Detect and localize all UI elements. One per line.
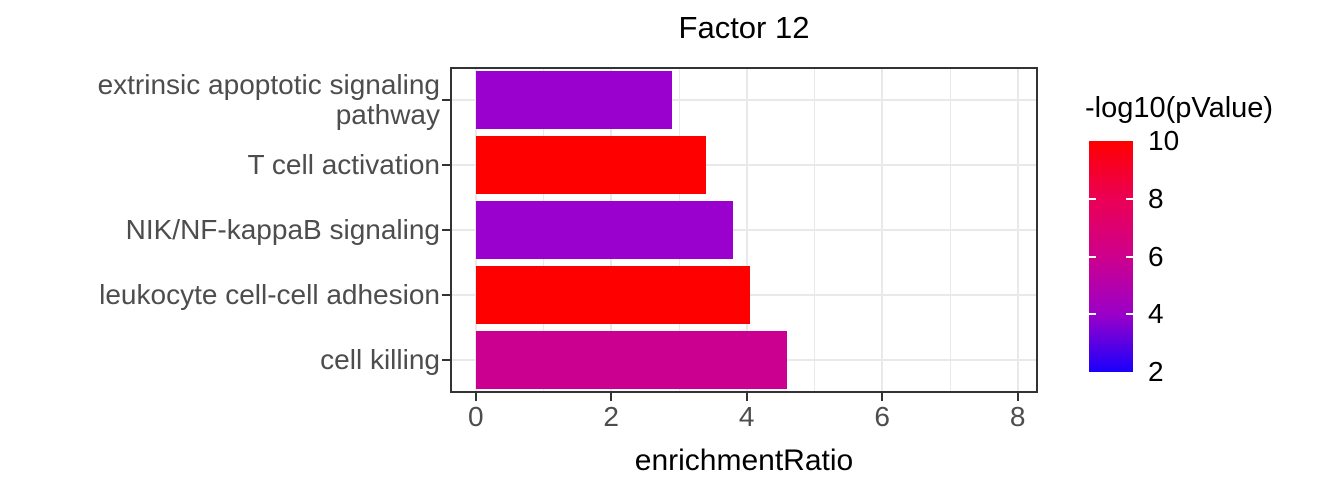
x-axis-tick bbox=[745, 393, 748, 401]
chart-title: Factor 12 bbox=[678, 10, 810, 45]
plot-panel bbox=[450, 67, 1038, 393]
bar bbox=[475, 135, 707, 194]
y-axis-tick bbox=[442, 359, 450, 362]
y-axis-tick bbox=[442, 294, 450, 297]
colorbar-tick-notch bbox=[1126, 255, 1133, 258]
y-category-label: NIK/NF-kappaB signaling bbox=[125, 214, 440, 245]
y-axis-tick bbox=[442, 98, 450, 101]
y-axis-tick bbox=[442, 163, 450, 166]
legend-title: -log10(pValue) bbox=[1085, 92, 1274, 124]
colorbar-tick-notch bbox=[1089, 255, 1096, 258]
bar bbox=[475, 201, 734, 259]
y-category-label: extrinsic apoptotic signaling pathway bbox=[97, 68, 440, 130]
x-axis-tick bbox=[881, 393, 884, 401]
x-axis-tick bbox=[474, 393, 477, 401]
legend-tick-label: 6 bbox=[1148, 240, 1164, 272]
x-axis-tick bbox=[1016, 393, 1019, 401]
legend-tick-label: 10 bbox=[1148, 125, 1180, 156]
y-axis-tick bbox=[442, 229, 450, 231]
legend-tick-label: 2 bbox=[1148, 356, 1164, 387]
colorbar-tick-notch bbox=[1089, 313, 1096, 316]
bar bbox=[475, 70, 673, 129]
colorbar-tick-notch bbox=[1126, 197, 1133, 200]
y-category-label: T cell activation bbox=[247, 148, 440, 180]
x-tick-label: 8 bbox=[1009, 401, 1026, 432]
legend-tick-label: 4 bbox=[1148, 298, 1164, 330]
y-category-label: leukocyte cell-cell adhesion bbox=[99, 279, 440, 311]
y-gridline-major bbox=[450, 229, 1038, 231]
x-tick-label: 6 bbox=[874, 401, 890, 432]
x-tick-label: 0 bbox=[467, 401, 484, 432]
legend-tick-label: 8 bbox=[1148, 182, 1164, 214]
y-gridline-major bbox=[450, 163, 1038, 166]
y-category-label: cell killing bbox=[320, 344, 440, 376]
x-axis-tick bbox=[610, 393, 613, 401]
x-tick-label: 2 bbox=[603, 401, 620, 432]
x-axis-title: enrichmentRatio bbox=[634, 444, 854, 477]
x-tick-label: 4 bbox=[738, 401, 755, 432]
y-gridline-major bbox=[450, 98, 1038, 101]
bar bbox=[475, 331, 788, 390]
colorbar-tick-notch bbox=[1089, 197, 1096, 200]
legend-colorbar bbox=[1089, 141, 1133, 372]
colorbar-tick-notch bbox=[1126, 313, 1133, 316]
bar bbox=[475, 266, 751, 325]
